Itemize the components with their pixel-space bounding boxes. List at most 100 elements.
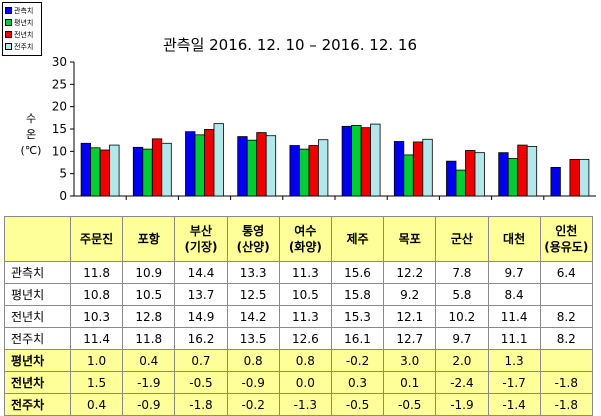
bar [422,138,433,197]
table-row: 전주치 11.4 11.8 16.2 13.5 12.6 16.1 12.7 9.7 11.1 8.… [4,327,593,350]
bar [569,158,580,197]
table-row: 전년차 1.5 -1.9 -0.5 -0.9 0.0 0.3 0.1 -2.4 -1.7 -1.8 [4,371,593,394]
table-cell: 9.2 [383,283,437,306]
bar [412,141,424,197]
bar [256,132,267,197]
table-cell: 10.3 [69,305,124,328]
table-cell: -0.9 [226,371,280,394]
water-temperature-bar-chart: 관측일 2016. 12. 10 – 2016. 12. 16 수온 (℃) 0 5… [21,36,596,203]
bar [403,154,414,197]
y-axis-label: 수온 (℃) [21,112,42,157]
table-cell: -0.9 [122,393,176,416]
table-header-cell: 대천 [487,216,541,262]
table-cell: 15.8 [330,283,385,306]
table-cell: 14.2 [226,305,280,328]
table-cell: 11.1 [487,327,541,350]
chart-legend: 관측치 평년치 전년치 전주치 [2,2,42,56]
y-axis-label-part: (℃) [21,144,42,157]
table-cell: 0.4 [69,393,124,416]
table-cell: 8.4 [487,283,541,306]
table-cell: 2.0 [435,349,489,372]
bar [194,134,205,197]
table-cell: 16.2 [174,327,228,350]
table-header-cell: 포항 [122,216,176,262]
bar [265,135,277,197]
table-cell: 0.3 [330,371,385,394]
table-cell: -1.8 [174,393,228,416]
table-row: 전년치 10.3 12.8 14.9 14.2 11.3 15.3 12.1 10.2 11.4 8… [4,305,593,328]
legend-label: 전주치 [14,42,34,51]
table-row-label: 전주치 [4,327,71,350]
bar [80,142,91,197]
table-cell: 12.5 [226,283,280,306]
y-tick-label: 30 [52,55,67,69]
bar [246,139,258,197]
table-cell: 1.3 [487,349,541,372]
table-cell: 10.8 [69,283,124,306]
bar [151,138,163,197]
bar [341,125,353,197]
table-cell: 10.9 [122,261,176,284]
table-cell: 11.3 [278,305,332,328]
bar [351,125,362,197]
bar [317,139,329,197]
bar [550,167,561,197]
table-cell: 7.8 [435,261,489,284]
bar [393,141,405,197]
bar [517,144,528,197]
table-header-row: 주문진 포항 부산 (기장) 통영 (산양) 여수 (화양) 제주 목포 군산 대천 인천 (용유도) [4,216,593,262]
legend-label: 평년치 [14,18,34,27]
table-cell: -1.8 [539,393,593,416]
bar [298,148,310,197]
bar [507,158,519,197]
table-header-cell: 부산 (기장) [174,216,228,262]
table-cell: -1.8 [539,371,593,394]
table-cell: -0.2 [226,393,280,416]
table-cell: 8.2 [539,305,593,328]
table-cell: 0.8 [278,349,332,372]
y-tick-label: 20 [52,100,67,114]
legend-swatch [5,31,12,38]
table-cell: -0.5 [330,393,385,416]
table-header-cell: 제주 [330,216,385,262]
table-row: 평년치 10.8 10.5 13.7 12.5 10.5 15.8 9.2 5.8 8.4 [4,283,593,306]
table-cell: 16.1 [330,327,385,350]
table-cell: 15.6 [330,261,385,284]
table-cell: -1.9 [435,393,489,416]
bar [204,129,215,197]
legend-label: 관측치 [14,6,34,15]
bar [308,145,319,197]
bar [579,158,590,197]
bar [446,160,457,197]
table-row-label: 전년차 [4,371,71,394]
bar-series [80,123,590,200]
y-tick-label: 15 [52,122,67,136]
bar [161,142,172,197]
table-header-cell: 인천 (용유도) [539,216,593,262]
table-cell: 13.3 [226,261,280,284]
legend-item: 전주치 [5,42,33,51]
table-cell: 0.7 [174,349,228,372]
table-cell: 9.7 [435,327,489,350]
table-cell: 14.9 [174,305,228,328]
bar [498,152,509,197]
table-cell: -0.2 [330,349,385,372]
table-cell: 12.1 [383,305,437,328]
table-cell: -1.9 [122,371,176,394]
table-cell: 11.4 [487,305,541,328]
chart-title: 관측일 2016. 12. 10 – 2016. 12. 16 [163,36,417,54]
bar [132,146,144,197]
bar [465,150,476,197]
table-header-cell: 주문진 [69,216,124,262]
table-cell: -1.3 [278,393,332,416]
table-cell: 10.5 [122,283,176,306]
table-cell: 14.4 [174,261,228,284]
legend-item: 관측치 [5,6,33,15]
y-tick-label: 5 [59,167,67,181]
table-cell: 10.2 [435,305,489,328]
y-tick-label: 0 [59,189,67,203]
table-cell: 11.4 [69,327,124,350]
table-cell: -0.5 [383,393,437,416]
legend-swatch [5,7,12,14]
table-cell: 11.8 [122,327,176,350]
